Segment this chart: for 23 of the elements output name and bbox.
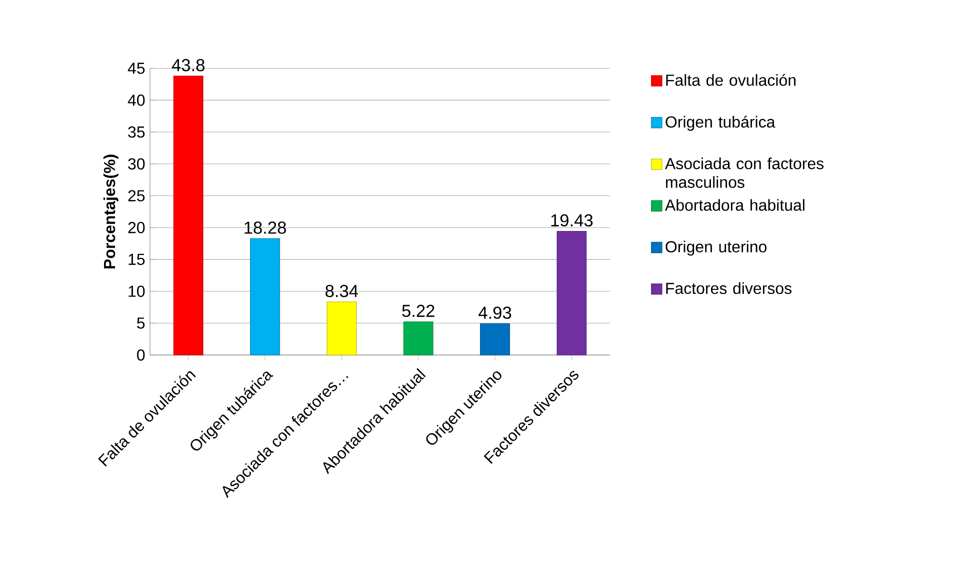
legend-label: Abortadora habitual: [664, 199, 804, 211]
y-axis-title: Porcentajes(%): [103, 154, 118, 268]
y-tick-label: 10: [128, 286, 145, 297]
y-tick-label: 20: [128, 222, 145, 234]
y-tick-label: 30: [128, 158, 145, 170]
data-label: 4.93: [478, 306, 512, 319]
y-tick-label: 35: [128, 126, 145, 138]
data-label: 43.8: [172, 58, 204, 72]
legend-label: Origen tubárica: [666, 116, 776, 131]
y-tick-label: 5: [137, 318, 145, 329]
y-tick-label: 0: [137, 349, 145, 361]
legend-label: Falta de ovulación: [666, 74, 796, 86]
y-tick-label: 15: [128, 254, 145, 266]
data-label: 8.34: [326, 284, 358, 298]
data-label: 5.22: [402, 304, 434, 318]
data-label: 19.43: [551, 214, 593, 227]
y-tick-label: 40: [128, 94, 145, 106]
legend-label: Origen uterino: [666, 240, 767, 256]
y-tick-label: 25: [128, 190, 145, 202]
y-tick-label: 45: [128, 62, 145, 74]
legend-label: Asociada con factores masculinos: [664, 158, 824, 188]
data-label: 18.28: [244, 222, 286, 234]
legend-label: Factores diversos: [666, 282, 792, 294]
